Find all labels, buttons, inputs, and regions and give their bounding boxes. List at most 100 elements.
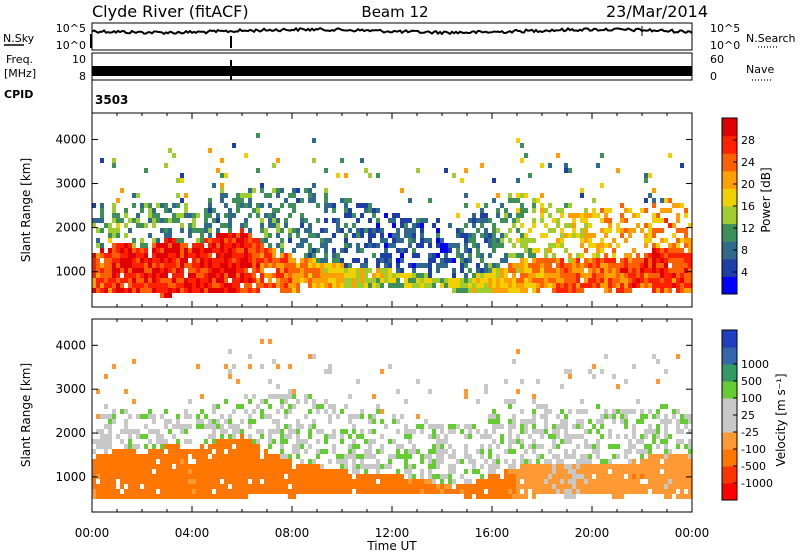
velocity-cell [532,494,536,499]
velocity-cell [148,489,152,494]
power-cell [204,223,208,228]
power-cell [540,278,544,283]
freq-panel: Freq. [MHz] 10 8 60 0 Nave [4,52,774,83]
velocity-cell [628,479,632,484]
power-cell [336,268,340,273]
velocity-cell [100,459,104,464]
velocity-cell [404,454,408,459]
power-cell [664,253,668,258]
velocity-cell [148,474,152,479]
power-cell [508,193,512,198]
power-cell [400,253,404,258]
power-cell [272,258,276,263]
velocity-cell [292,479,296,484]
power-cell [184,253,188,258]
power-cell [152,258,156,263]
power-cell [236,233,240,238]
power-cell [616,273,620,278]
power-cell [672,263,676,268]
velocity-colorbar-segment-4 [722,415,737,433]
power-cell [152,208,156,213]
velocity-cell [580,469,584,474]
power-cell [332,258,336,263]
power-cell [284,198,288,203]
power-cell [144,203,148,208]
power-cell [508,213,512,218]
power-cell [272,163,276,168]
power-cell [504,208,508,213]
velocity-cell [520,464,524,469]
velocity-cell [632,489,636,494]
velocity-cell [288,389,292,394]
velocity-cell [500,484,504,489]
power-cell [140,243,144,248]
power-cell [240,253,244,258]
power-cell [252,268,256,273]
velocity-cell [332,409,336,414]
velocity-cell [288,409,292,414]
power-cell [556,273,560,278]
power-cell [460,263,464,268]
power-cell [452,258,456,263]
power-cell [116,248,120,253]
power-cell [344,283,348,288]
velocity-cell [144,414,148,419]
velocity-cell [180,454,184,459]
power-cell [236,238,240,243]
velocity-cell [676,429,680,434]
power-cell [220,173,224,178]
power-cell [580,243,584,248]
velocity-cell [516,469,520,474]
power-cell [632,273,636,278]
velocity-cell [664,424,668,429]
velocity-cell [252,444,256,449]
power-cell [216,238,220,243]
velocity-cell [668,484,672,489]
power-cell [208,253,212,258]
power-cell [232,198,236,203]
velocity-cell [568,439,572,444]
power-cell [508,228,512,233]
velocity-cell [428,469,432,474]
velocity-cell [664,419,668,424]
velocity-cell [596,404,600,409]
power-cell [640,278,644,283]
power-cell [572,228,576,233]
velocity-cell [272,429,276,434]
power-cell [676,213,680,218]
velocity-cell [108,444,112,449]
power-cell [516,213,520,218]
power-cell [468,248,472,253]
velocity-cell [268,439,272,444]
velocity-cell [116,469,120,474]
velocity-cell [640,434,644,439]
velocity-cell [488,414,492,419]
power-cell [376,223,380,228]
velocity-cell [380,409,384,414]
velocity-cell [232,484,236,489]
velocity-cell [604,354,608,359]
velocity-cell [536,464,540,469]
power-cell [304,238,308,243]
power-cell [92,273,96,278]
power-cell [436,238,440,243]
velocity-cell [136,494,140,499]
velocity-cell [520,379,524,384]
velocity-cell [96,454,100,459]
power-cell [132,278,136,283]
velocity-cell [232,454,236,459]
power-cell [148,268,152,273]
power-cell [116,233,120,238]
velocity-cell [152,414,156,419]
power-cell [368,233,372,238]
velocity-cell [244,394,248,399]
velocity-cell [480,474,484,479]
power-cell [164,253,168,258]
power-cell [164,163,168,168]
power-cell [208,278,212,283]
velocity-cell [620,494,624,499]
velocity-cell [212,479,216,484]
power-cell [216,213,220,218]
velocity-cell [596,454,600,459]
